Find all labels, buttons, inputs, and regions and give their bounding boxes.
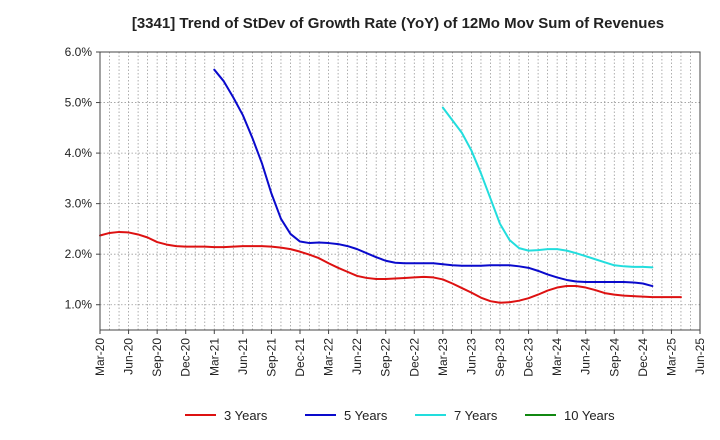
x-tick-label: Sep-22 xyxy=(379,338,393,377)
x-tick-label: Jun-23 xyxy=(464,338,478,375)
x-axis-ticks: Mar-20 Jun-20 Sep-20 Dec-20 Mar-21 Jun-21 Sep-… xyxy=(93,330,707,377)
x-tick-label: Sep-20 xyxy=(150,338,164,377)
series-layer xyxy=(99,68,682,304)
series-line-3-years xyxy=(99,230,682,304)
x-tick-label: Mar-22 xyxy=(322,338,336,376)
series-line-5-years xyxy=(213,68,654,288)
x-tick-label: Dec-22 xyxy=(407,338,421,377)
plot-area xyxy=(100,52,700,330)
legend-item-3-years: 3 Years xyxy=(185,408,268,423)
y-axis-ticks: 1.0% 2.0% 3.0% 4.0% 5.0% 6.0% xyxy=(65,45,100,312)
x-tick-label: Mar-24 xyxy=(550,338,564,376)
chart-title: [3341] Trend of StDev of Growth Rate (Yo… xyxy=(132,15,664,32)
x-tick-label: Mar-23 xyxy=(436,338,450,376)
x-tick-label: Dec-24 xyxy=(636,338,650,377)
legend-item-10-years: 10 Years xyxy=(525,408,615,423)
x-tick-label: Dec-21 xyxy=(293,338,307,377)
x-tick-label: Jun-20 xyxy=(122,338,136,375)
legend: 3 Years 5 Years 7 Years 10 Years xyxy=(185,408,615,423)
legend-item-5-years: 5 Years xyxy=(305,408,388,423)
y-tick-label: 4.0% xyxy=(65,146,93,160)
y-tick-label: 2.0% xyxy=(65,247,93,261)
x-tick-label: Jun-22 xyxy=(350,338,364,375)
x-tick-label: Sep-24 xyxy=(607,338,621,377)
x-tick-label: Dec-23 xyxy=(522,338,536,377)
y-tick-label: 1.0% xyxy=(65,298,93,312)
x-tick-label: Mar-21 xyxy=(207,338,221,376)
x-tick-label: Jun-25 xyxy=(693,338,707,375)
x-tick-label: Jun-21 xyxy=(236,338,250,375)
legend-label: 10 Years xyxy=(564,408,615,423)
y-tick-label: 3.0% xyxy=(65,197,93,211)
plot-frame xyxy=(99,51,701,331)
x-tick-label: Mar-20 xyxy=(93,338,107,376)
y-tick-label: 6.0% xyxy=(65,45,93,59)
y-tick-label: 5.0% xyxy=(65,96,93,110)
legend-label: 3 Years xyxy=(224,408,268,423)
legend-label: 5 Years xyxy=(344,408,388,423)
series-line-7-years xyxy=(441,106,654,269)
x-tick-label: Sep-21 xyxy=(264,338,278,377)
axes xyxy=(99,51,701,331)
x-tick-label: Jun-24 xyxy=(579,338,593,375)
x-tick-label: Dec-20 xyxy=(179,338,193,377)
x-tick-label: Mar-25 xyxy=(664,338,678,376)
legend-item-7-years: 7 Years xyxy=(415,408,498,423)
legend-label: 7 Years xyxy=(454,408,498,423)
x-tick-label: Sep-23 xyxy=(493,338,507,377)
plot-background xyxy=(100,52,700,330)
